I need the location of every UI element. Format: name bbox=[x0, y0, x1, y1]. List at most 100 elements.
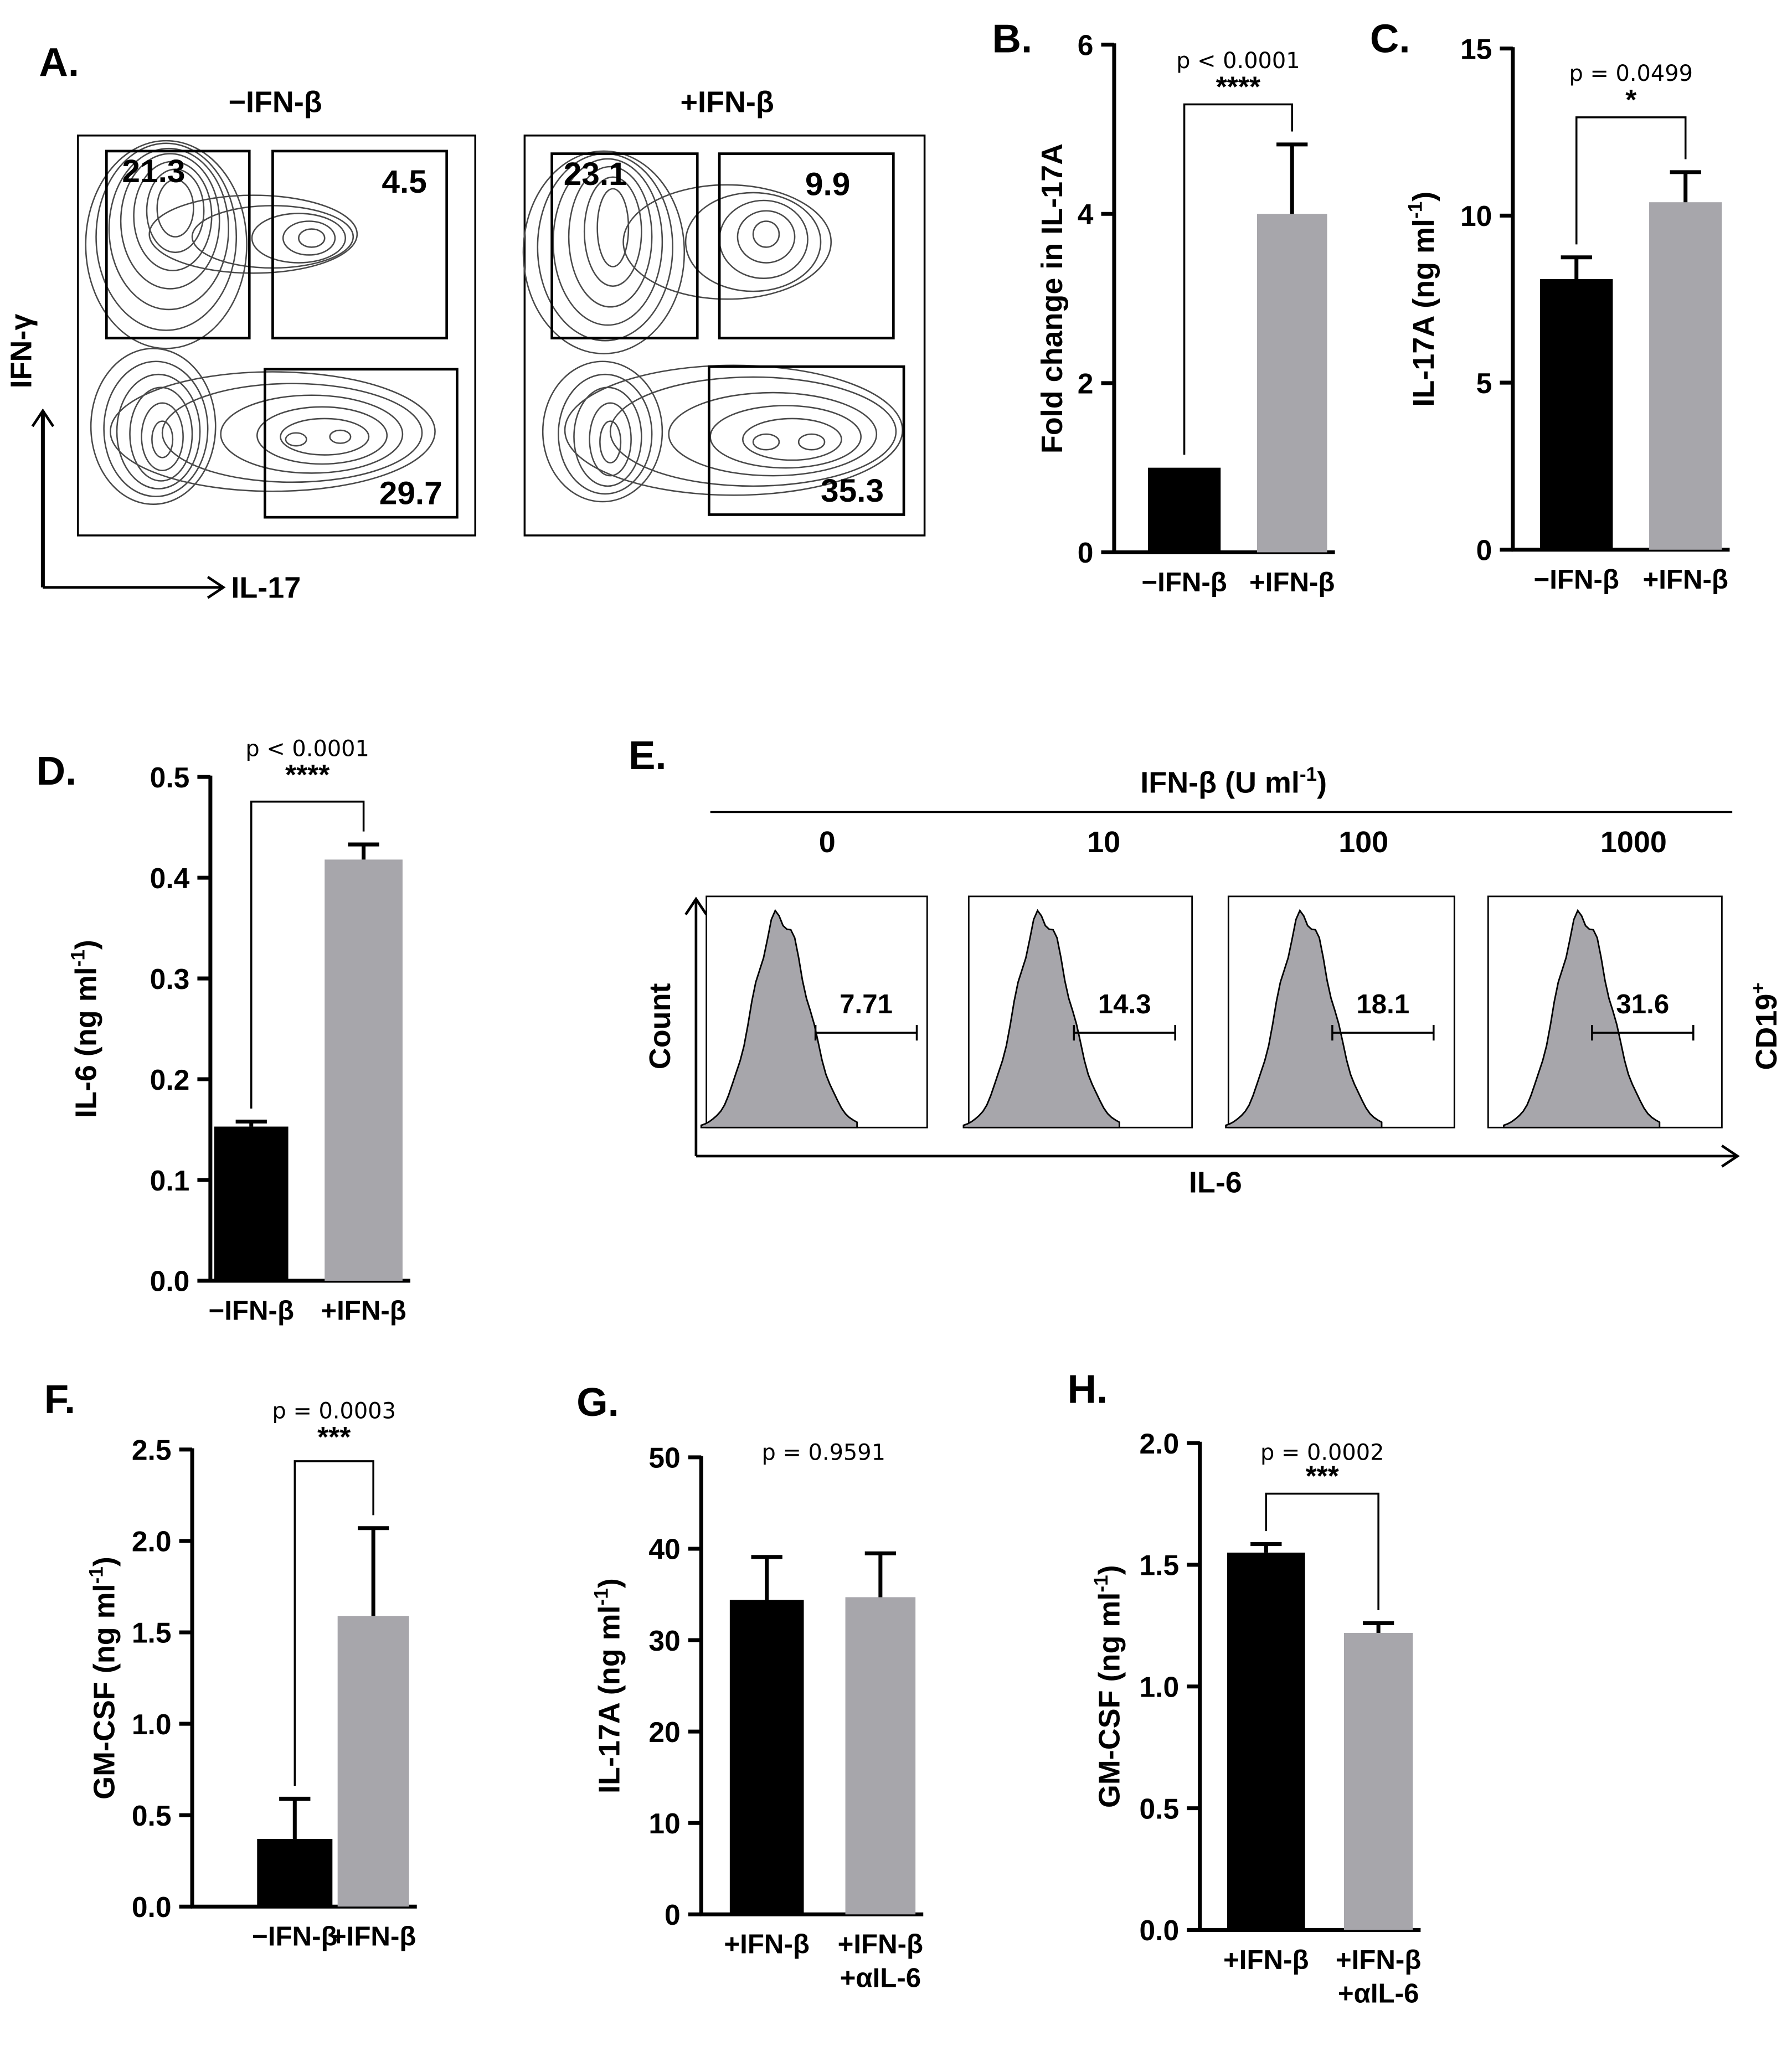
y-tick-label: 0.2 bbox=[150, 1064, 190, 1096]
bar bbox=[1649, 202, 1722, 550]
panel-b-label: B. bbox=[992, 17, 1033, 61]
y-axis-label: Fold change in IL-17A bbox=[1036, 143, 1069, 453]
flow-plot-plus-ifnb: 23.1 9.9 35.3 bbox=[522, 134, 926, 537]
bar bbox=[845, 1597, 916, 1915]
ifng-axis-arrow-icon bbox=[31, 408, 55, 427]
y-tick-label: 0.5 bbox=[150, 761, 190, 793]
panel-a: A. −IFN-β +IFN-β IL-17 IFN-γ bbox=[4, 40, 926, 605]
bar bbox=[337, 1616, 409, 1907]
y-tick-label: 1.0 bbox=[132, 1708, 172, 1740]
x-category-label: +IFN-β bbox=[838, 1929, 924, 1960]
gate-top-left bbox=[550, 152, 699, 339]
il6-axis-label: IL-6 bbox=[1189, 1166, 1242, 1199]
y-tick-label: 40 bbox=[648, 1533, 680, 1565]
x-category-label: +αIL-6 bbox=[840, 1963, 921, 1993]
significance-stars: **** bbox=[285, 759, 330, 791]
p-value-label: p = 0.0003 bbox=[272, 1399, 396, 1424]
gate-top-right bbox=[718, 152, 895, 339]
panel-h-label: H. bbox=[1068, 1367, 1108, 1411]
dose-label: 100 bbox=[1338, 826, 1388, 859]
p-value-label: p < 0.0001 bbox=[1176, 48, 1300, 74]
y-tick-label: 20 bbox=[648, 1716, 680, 1748]
panel-b-chart: B. 0 2 4 6 Fold change in IL-17A −IFN-β +IFN-β… bbox=[992, 17, 1335, 597]
gate-value: 35.3 bbox=[821, 473, 884, 509]
dose-label: 0 bbox=[819, 826, 836, 859]
significance-bracket bbox=[1265, 1492, 1379, 1610]
gate-top-right bbox=[271, 150, 448, 339]
panel-g-label: G. bbox=[576, 1380, 619, 1425]
significance-stars: **** bbox=[1216, 70, 1261, 102]
bar bbox=[1344, 1633, 1413, 1930]
y-tick-label: 5 bbox=[1476, 367, 1492, 399]
positive-percent-label: 31.6 bbox=[1616, 989, 1669, 1019]
p-value-label: p = 0.0002 bbox=[1260, 1440, 1384, 1466]
x-category-label: −IFN-β bbox=[1141, 567, 1227, 597]
count-axis-arrow-icon bbox=[684, 896, 708, 915]
bar bbox=[325, 859, 403, 1281]
bar bbox=[257, 1839, 333, 1907]
x-category-label: +αIL-6 bbox=[1338, 1978, 1419, 2009]
significance-bracket bbox=[250, 800, 365, 1109]
panel-g-chart: G. 0 10 20 30 40 50 IL-17A (ng ml-1) +IFN-β +IFN… bbox=[576, 1380, 924, 1993]
significance-bracket bbox=[1183, 103, 1293, 455]
panel-e: E. IFN-β (U ml-1) Count IL-6 CD19+ 0 7.71… bbox=[629, 733, 1783, 1199]
bar bbox=[214, 1126, 289, 1281]
x-category-label: +IFN-β bbox=[724, 1929, 810, 1960]
x-category-label: −IFN-β bbox=[1533, 564, 1619, 595]
y-tick-label: 1.5 bbox=[1139, 1549, 1179, 1581]
x-category-label: +IFN-β bbox=[331, 1921, 416, 1952]
y-tick-label: 0.4 bbox=[150, 862, 190, 894]
panel-e-label: E. bbox=[629, 733, 667, 778]
y-tick-label: 4 bbox=[1078, 198, 1094, 230]
y-tick-label: 1.5 bbox=[132, 1617, 172, 1649]
gate-value: 21.3 bbox=[122, 153, 185, 189]
y-tick-label: 15 bbox=[1460, 33, 1492, 65]
gate-bottom-right bbox=[707, 365, 905, 516]
plot-title-minus-ifnb: −IFN-β bbox=[229, 86, 322, 119]
y-axis-label: GM-CSF (ng ml-1) bbox=[85, 1557, 121, 1800]
y-axis-label: IL-17A (ng ml-1) bbox=[1405, 192, 1440, 407]
panel-f-chart: F. 0.0 0.5 1.0 1.5 2.0 2.5 GM-CSF (ng ml-1) −IF… bbox=[44, 1377, 417, 1952]
y-tick-label: 0.0 bbox=[132, 1891, 172, 1923]
gate-value: 4.5 bbox=[382, 164, 426, 200]
bar bbox=[729, 1600, 804, 1915]
il17-axis-arrow-icon bbox=[207, 576, 226, 599]
gate-value: 23.1 bbox=[564, 156, 627, 192]
x-category-label: +IFN-β bbox=[1336, 1945, 1422, 1975]
histogram-curve bbox=[1225, 909, 1383, 1128]
significance-stars: *** bbox=[1306, 1460, 1340, 1492]
flow-plot-minus-ifnb: 21.3 4.5 29.7 bbox=[76, 134, 477, 537]
y-tick-label: 10 bbox=[1460, 200, 1492, 232]
y-tick-label: 2.0 bbox=[1139, 1427, 1179, 1460]
y-tick-label: 1.0 bbox=[1139, 1671, 1179, 1703]
y-tick-label: 0 bbox=[1476, 534, 1492, 566]
count-axis-label: Count bbox=[643, 983, 677, 1069]
p-value-label: p = 0.0499 bbox=[1569, 61, 1693, 86]
gate-bottom-right bbox=[264, 368, 459, 519]
x-category-label: +IFN-β bbox=[1642, 564, 1728, 595]
y-tick-label: 0.0 bbox=[150, 1265, 190, 1297]
significance-stars: * bbox=[1625, 84, 1637, 116]
significance-bracket bbox=[293, 1460, 374, 1786]
p-value-label: p = 0.9591 bbox=[762, 1440, 886, 1466]
dose-title: IFN-β (U ml-1) bbox=[1140, 764, 1327, 799]
y-tick-label: 0.0 bbox=[1139, 1914, 1179, 1946]
panel-c-label: C. bbox=[1370, 17, 1410, 61]
positive-percent-label: 7.71 bbox=[840, 989, 893, 1019]
y-tick-label: 2 bbox=[1078, 368, 1094, 400]
bar bbox=[1227, 1552, 1305, 1930]
y-tick-label: 50 bbox=[648, 1442, 680, 1474]
panel-d-label: D. bbox=[37, 749, 77, 793]
positive-percent-label: 18.1 bbox=[1356, 989, 1409, 1019]
plot-title-plus-ifnb: +IFN-β bbox=[681, 86, 774, 119]
gate-value: 29.7 bbox=[379, 476, 442, 512]
significance-bracket bbox=[1575, 116, 1687, 245]
bar bbox=[1540, 279, 1613, 550]
y-tick-label: 0.5 bbox=[1139, 1792, 1179, 1825]
y-tick-label: 2.5 bbox=[132, 1434, 172, 1466]
y-tick-label: 10 bbox=[648, 1807, 680, 1839]
significance-stars: *** bbox=[317, 1421, 351, 1453]
gate-top-left bbox=[105, 150, 251, 339]
x-category-label: +IFN-β bbox=[1223, 1945, 1309, 1975]
